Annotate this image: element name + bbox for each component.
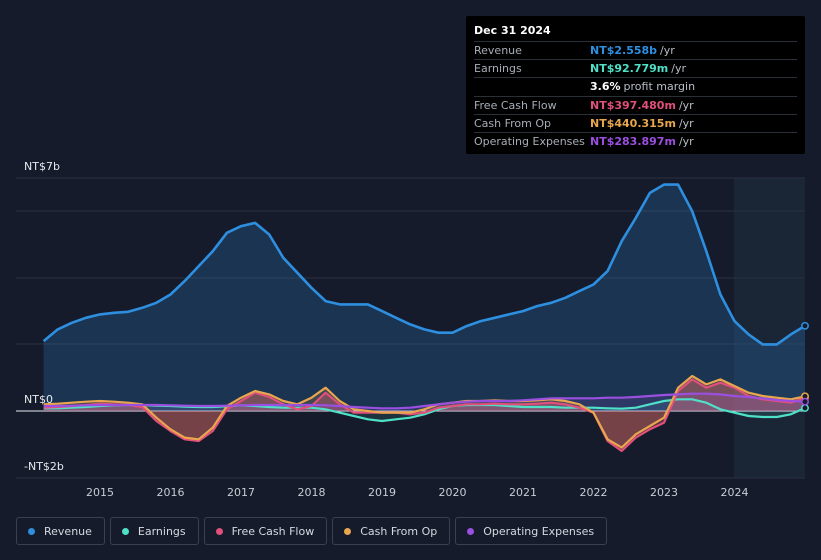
legend-label: Revenue [44, 524, 92, 538]
legend-label: Cash From Op [360, 524, 438, 538]
x-tick-label: 2024 [720, 486, 749, 499]
legend-item-revenue[interactable]: Revenue [16, 517, 105, 545]
free-cash-flow-line [43, 378, 806, 453]
gridlines [16, 177, 805, 479]
x-tick-label: 2020 [438, 486, 467, 499]
tooltip-label: Cash From Op [474, 116, 552, 130]
tooltip-unit: /yr [678, 98, 694, 112]
x-tick-label: 2018 [297, 486, 326, 499]
legend-item-earnings[interactable]: Earnings [109, 517, 199, 545]
legend-label: Earnings [137, 524, 186, 538]
free-cash-flow-area [43, 379, 806, 451]
operating-expenses-endpoint [801, 397, 809, 406]
data-tooltip: Dec 31 2024 Revenue NT$2.558b/yr Earnings N… [466, 16, 805, 154]
legend: Revenue Earnings Free Cash Flow Cash From O… [16, 517, 608, 545]
x-tick-label: 2023 [650, 486, 678, 499]
revenue-area [43, 184, 806, 411]
legend-item-free-cash-flow[interactable]: Free Cash Flow [203, 517, 328, 545]
legend-dot-icon [467, 527, 475, 535]
x-tick-label: 2017 [227, 486, 255, 499]
operating-expenses-line [43, 392, 806, 410]
y-label-zero: NT$0 [24, 393, 53, 406]
revenue-line [42, 183, 806, 346]
x-tick-label: 2019 [368, 486, 396, 499]
series-endpoints [801, 321, 809, 412]
legend-dot-icon [121, 527, 129, 535]
legend-label: Operating Expenses [483, 524, 595, 538]
tooltip-value: NT$283.897m [590, 134, 676, 148]
legend-item-operating-expenses[interactable]: Operating Expenses [455, 517, 608, 545]
tooltip-unit: profit margin [623, 80, 696, 94]
tooltip-date: Dec 31 2024 [474, 24, 551, 37]
tooltip-unit: /yr [678, 134, 694, 148]
revenue-endpoint [801, 321, 809, 330]
tooltip-value: 3.6% [590, 80, 621, 94]
x-tick-label: 2016 [156, 486, 185, 499]
legend-label: Free Cash Flow [231, 524, 315, 538]
series-lines [42, 183, 806, 453]
tooltip-value: NT$397.480m [590, 98, 676, 112]
tooltip-unit: /yr [660, 44, 675, 57]
tooltip-row: 3.6% profit margin [474, 77, 797, 95]
tooltip-row: Earnings NT$92.779m/yr [474, 59, 797, 77]
x-tick-label: 2015 [86, 486, 114, 499]
tooltip-row: Operating Expenses NT$283.897m/yr [474, 131, 797, 150]
tooltip-label [474, 78, 590, 95]
cash-from-op-area [43, 376, 806, 448]
tooltip-row: Free Cash Flow NT$397.480m/yr [474, 95, 797, 114]
tooltip-row: Revenue NT$2.558b/yr [474, 41, 797, 59]
tooltip-row: Cash From Op NT$440.315m/yr [474, 113, 797, 132]
y-label-bottom: -NT$2b [24, 460, 64, 473]
legend-dot-icon [28, 527, 35, 535]
tooltip-label: Operating Expenses [474, 134, 585, 148]
earnings-area [43, 399, 806, 421]
tooltip-label: Revenue [474, 44, 522, 57]
tooltip-value: NT$92.779m [590, 62, 669, 76]
x-tick-label: 2022 [579, 486, 608, 499]
tooltip-value: NT$440.315m [590, 116, 676, 130]
forecast-highlight [734, 178, 805, 478]
y-label-top: NT$7b [24, 160, 60, 173]
tooltip-unit: /yr [671, 62, 687, 76]
legend-item-cash-from-op[interactable]: Cash From Op [332, 517, 451, 545]
x-tick-label: 2021 [509, 486, 537, 499]
cash-from-op-line [43, 374, 806, 449]
legend-dot-icon [215, 527, 223, 535]
tooltip-label: Earnings [474, 62, 522, 76]
legend-dot-icon [344, 527, 352, 535]
tooltip-label: Free Cash Flow [474, 98, 557, 112]
tooltip-unit: /yr [678, 116, 694, 130]
tooltip-value: NT$2.558b [590, 44, 658, 57]
earnings-endpoint [801, 404, 809, 412]
